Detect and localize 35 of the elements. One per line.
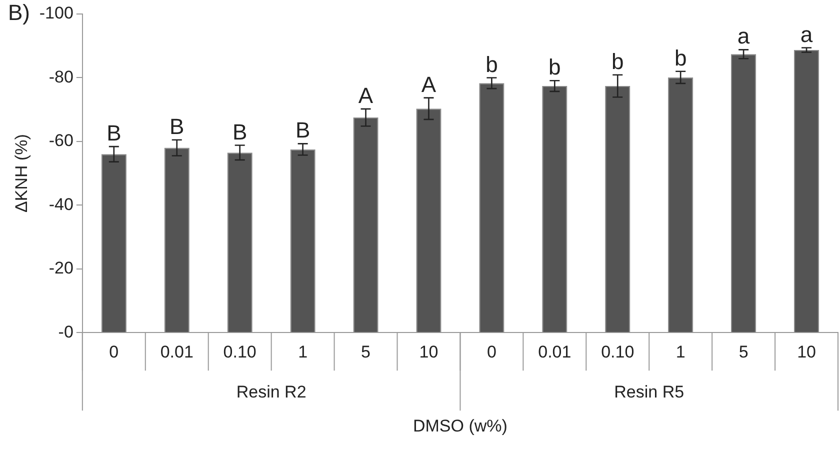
data-label: a <box>800 22 814 47</box>
data-label: B <box>295 118 310 143</box>
y-tick-label: -100 <box>39 4 74 23</box>
y-tick-label: -40 <box>48 194 74 214</box>
x-tick-label: 1 <box>298 342 308 362</box>
y-tick-label: -80 <box>48 67 74 86</box>
text: Resin R5 <box>614 382 684 402</box>
x-tick-label: 10 <box>419 342 438 362</box>
data-label: a <box>737 24 750 49</box>
x-tick-label: 0.10 <box>601 342 634 362</box>
x-tick-label: 0.01 <box>160 342 194 362</box>
x-tick-label: 0 <box>109 342 119 362</box>
x-tick-label: 0 <box>486 342 496 362</box>
data-label: b <box>548 54 561 80</box>
chart-title: B) <box>8 0 30 26</box>
text: Resin R2 <box>236 382 306 402</box>
y-tick-label: -60 <box>48 131 74 150</box>
x-tick-label: 5 <box>738 342 748 362</box>
y-tick-label: -0 <box>58 322 74 342</box>
data-label: b <box>486 52 498 77</box>
y-axis-title: ΔKNH (%) <box>12 134 31 213</box>
data-label: B <box>106 120 122 146</box>
data-label: A <box>421 72 436 97</box>
data-label: B <box>232 119 248 144</box>
data-label: b <box>612 48 624 74</box>
x-tick-label: 10 <box>797 342 816 362</box>
x-tick-label: 1 <box>676 342 686 362</box>
x-tick-label: 0.10 <box>223 342 256 362</box>
x-tick-label: 5 <box>361 342 370 362</box>
data-label: A <box>358 83 374 108</box>
data-label: b <box>674 45 687 70</box>
data-label: B <box>170 114 184 139</box>
y-tick-label: -20 <box>48 258 74 278</box>
x-tick-label: 0.01 <box>538 342 572 362</box>
x-axis-title: DMSO (w%) <box>412 416 508 436</box>
